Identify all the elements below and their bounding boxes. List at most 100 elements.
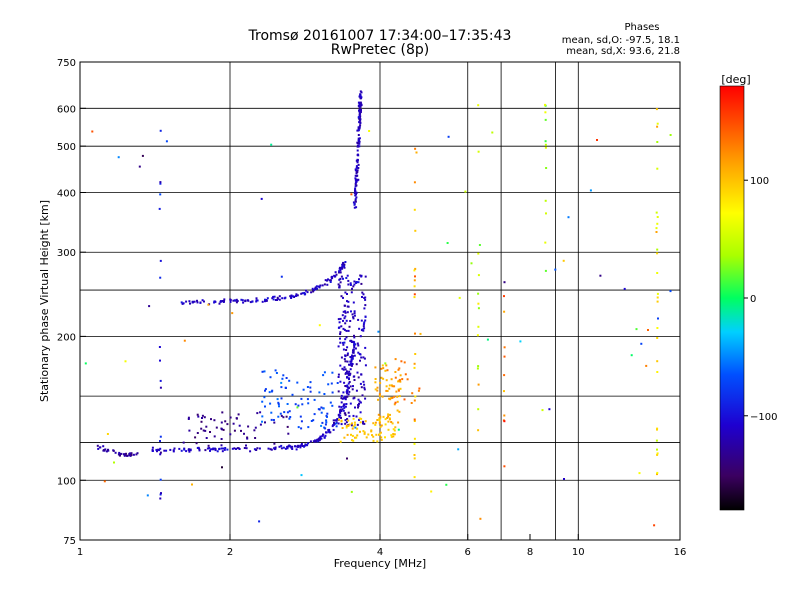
data-point: [354, 343, 357, 346]
data-point: [344, 338, 347, 341]
data-point: [410, 402, 413, 404]
data-point: [477, 274, 480, 277]
data-point: [289, 295, 292, 298]
data-point: [430, 490, 433, 493]
data-point: [322, 407, 325, 410]
data-point: [104, 448, 107, 451]
data-point: [310, 420, 313, 422]
data-point: [337, 422, 340, 425]
data-point: [345, 395, 348, 398]
data-point: [321, 434, 324, 437]
data-point: [477, 307, 480, 310]
data-point: [205, 437, 208, 439]
data-point: [205, 425, 208, 428]
data-point: [284, 296, 287, 299]
data-point: [352, 414, 355, 417]
data-point: [226, 423, 229, 426]
data-point: [352, 351, 355, 354]
data-point: [414, 275, 416, 278]
data-point: [390, 421, 393, 423]
chart-subtitle: RwPretec (8p): [331, 42, 429, 58]
data-point: [413, 269, 416, 272]
data-point: [347, 305, 350, 308]
data-point: [159, 386, 162, 389]
data-point: [353, 396, 356, 399]
data-point: [270, 143, 273, 146]
data-point: [277, 401, 280, 404]
data-point: [395, 390, 398, 393]
data-point: [357, 163, 360, 166]
data-point: [240, 429, 242, 432]
data-point: [204, 449, 207, 452]
data-point: [384, 436, 386, 439]
data-point: [411, 392, 414, 395]
data-point: [135, 453, 138, 456]
data-point: [349, 385, 352, 388]
data-point: [342, 277, 344, 280]
data-point: [656, 248, 659, 251]
data-point: [340, 394, 343, 397]
data-point: [332, 428, 335, 431]
data-point: [655, 227, 658, 230]
data-point: [226, 448, 229, 451]
data-point: [541, 409, 544, 412]
data-point: [113, 461, 115, 464]
data-point: [159, 451, 162, 454]
data-point: [478, 244, 481, 246]
data-point: [348, 374, 351, 377]
data-point: [347, 279, 350, 282]
data-point: [188, 450, 191, 453]
data-point: [182, 441, 185, 444]
data-point: [187, 416, 190, 419]
data-point: [266, 297, 269, 300]
data-point: [284, 386, 287, 389]
data-point: [235, 448, 237, 450]
data-point: [335, 425, 338, 428]
data-point: [544, 269, 547, 272]
data-point: [338, 286, 341, 289]
data-point: [155, 448, 158, 451]
data-point: [255, 449, 258, 451]
data-point: [223, 300, 225, 303]
data-point: [364, 397, 367, 400]
data-point: [242, 301, 245, 304]
data-point: [359, 93, 362, 96]
data-point: [354, 187, 357, 190]
data-point: [343, 366, 346, 369]
data-point: [352, 285, 355, 288]
data-point: [335, 419, 338, 422]
y-tick-label: 75: [63, 536, 76, 547]
data-point: [393, 429, 396, 432]
data-point: [358, 417, 361, 420]
data-point: [339, 269, 342, 271]
data-point: [364, 319, 367, 322]
data-point: [359, 274, 362, 277]
data-point: [397, 380, 400, 383]
data-point: [385, 385, 388, 388]
data-point: [337, 345, 340, 348]
data-point: [346, 352, 349, 355]
data-point: [350, 291, 353, 294]
data-point: [339, 409, 342, 412]
data-point: [477, 292, 480, 295]
data-point: [349, 368, 352, 371]
data-point: [338, 284, 341, 287]
data-point: [334, 271, 337, 274]
data-point: [342, 296, 344, 299]
chart-title: Tromsø 20161007 17:34:00–17:35:43: [248, 28, 512, 44]
data-point: [363, 386, 366, 389]
data-point: [296, 294, 299, 297]
data-point: [314, 287, 317, 290]
data-point: [276, 299, 278, 301]
data-point: [287, 432, 290, 435]
data-point: [418, 387, 421, 390]
data-point: [656, 452, 659, 455]
data-point: [337, 376, 340, 378]
data-point: [307, 402, 310, 405]
data-point: [357, 129, 360, 131]
data-point: [392, 435, 395, 438]
data-point: [288, 417, 291, 420]
data-point: [656, 473, 658, 476]
data-point: [159, 435, 162, 438]
data-point: [458, 296, 461, 299]
